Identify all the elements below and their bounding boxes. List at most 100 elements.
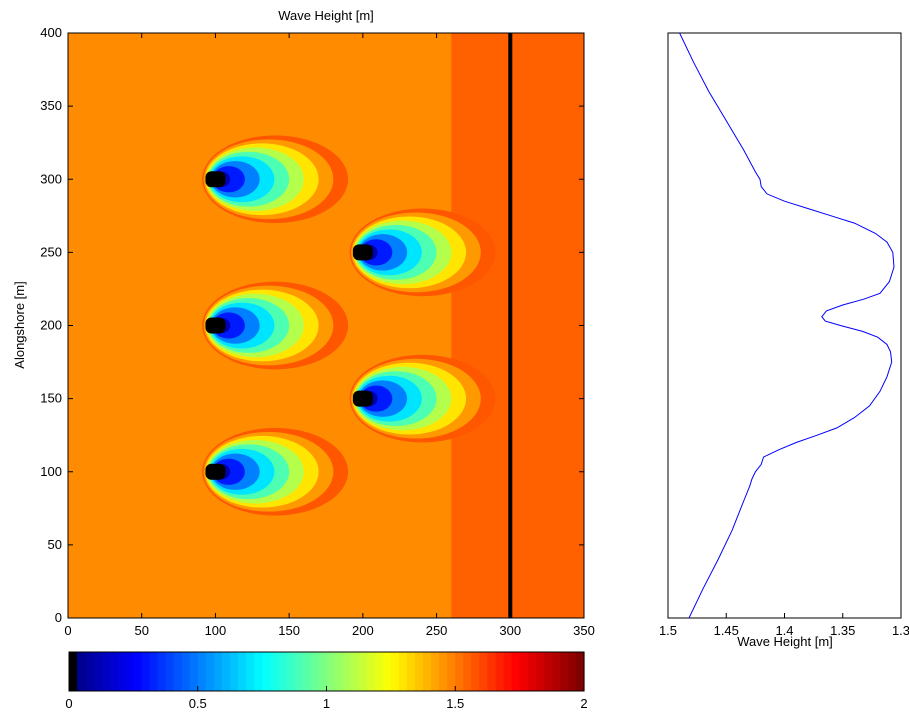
heatmap-chart: Wave Height [m] 0 50 100 150 200 250 300 350 0 5…: [12, 8, 595, 638]
colorbar-band: [302, 652, 312, 691]
colorbar-band: [213, 652, 223, 691]
colorbar-band: [463, 652, 472, 691]
colorbar-band: [342, 652, 352, 691]
colorbar-band: [109, 652, 118, 691]
colorbar-band: [334, 652, 344, 691]
colorbar-band: [374, 652, 384, 691]
colorbar-band: [503, 652, 513, 691]
wake-plume: [202, 281, 349, 370]
colorbar-band: [366, 652, 376, 691]
colorbar-band: [406, 652, 416, 691]
colorbar-tick-label: 1.5: [446, 696, 464, 711]
wake-plume: [349, 354, 496, 443]
x-tick-label: 300: [499, 623, 521, 638]
heatmap-y-ticks: 0 50 100 150 200 250 300 350 400: [40, 25, 584, 625]
heatmap-ylabel: Alongshore [m]: [12, 281, 27, 368]
colorbar-band: [69, 652, 78, 691]
colorbar-band: [350, 652, 360, 691]
colorbar-band: [551, 652, 561, 691]
colorbar-band: [125, 652, 134, 691]
y-tick-label: 150: [40, 391, 62, 406]
colorbar-band: [479, 652, 489, 691]
colorbar-band: [149, 652, 159, 691]
colorbar-band: [535, 652, 545, 691]
colorbar-ticks: 0 0.5 1 1.5 2: [65, 686, 588, 711]
y-tick-label: 350: [40, 98, 62, 113]
profile-x-tick-label: 1.3: [892, 623, 909, 638]
profile-xlabel: Wave Height [m]: [737, 634, 833, 649]
y-tick-label: 100: [40, 464, 62, 479]
colorbar-band: [318, 652, 328, 691]
colorbar-band: [262, 652, 271, 691]
x-tick-label: 50: [134, 623, 148, 638]
colorbar-band: [423, 652, 432, 691]
x-tick-label: 150: [278, 623, 300, 638]
colorbar-band: [511, 652, 521, 691]
y-tick-label: 50: [48, 537, 62, 552]
colorbar-band: [141, 652, 151, 691]
y-tick-label: 250: [40, 244, 62, 259]
y-tick-label: 0: [55, 610, 62, 625]
colorbar-band: [575, 652, 585, 691]
wave-field: [202, 33, 584, 618]
colorbar-band: [197, 652, 207, 691]
colorbar-band: [471, 652, 480, 691]
colorbar-band: [382, 652, 392, 691]
colorbar-band: [229, 652, 239, 691]
profile-x-tick-label: 1.35: [830, 623, 855, 638]
obstacle: [205, 171, 226, 188]
colorbar-band: [294, 652, 303, 691]
colorbar-band: [495, 652, 505, 691]
colorbar-band: [447, 652, 456, 691]
colorbar-band: [455, 652, 464, 691]
colorbar-band: [221, 652, 231, 691]
colorbar-band: [157, 652, 167, 691]
colorbar-band: [527, 652, 537, 691]
colorbar-band: [189, 652, 199, 691]
heatmap-x-ticks: 0 50 100 150 200 250 300 350: [64, 33, 595, 638]
colorbar-band: [133, 652, 143, 691]
colorbar-band: [487, 652, 497, 691]
colorbar-band: [173, 652, 183, 691]
colorbar-band: [567, 652, 577, 691]
obstacle: [205, 317, 226, 334]
colorbar-band: [310, 652, 320, 691]
colorbar: 0 0.5 1 1.5 2: [65, 651, 588, 711]
wake-plume: [202, 135, 349, 224]
colorbar-band: [93, 652, 102, 691]
colorbar-band: [77, 652, 86, 691]
colorbar-band: [543, 652, 553, 691]
y-tick-label: 300: [40, 171, 62, 186]
colorbar-band: [415, 652, 424, 691]
colorbar-bands: [69, 652, 585, 691]
x-tick-label: 350: [573, 623, 595, 638]
profile-series-line: [679, 33, 895, 618]
y-tick-label: 400: [40, 25, 62, 40]
colorbar-band: [85, 652, 94, 691]
colorbar-band: [270, 652, 279, 691]
colorbar-band: [278, 652, 287, 691]
obstacle: [352, 244, 373, 261]
colorbar-band: [326, 652, 336, 691]
profile-frame: [667, 32, 902, 619]
x-tick-label: 200: [352, 623, 374, 638]
profile-x-tick-label: 1.5: [659, 623, 677, 638]
colorbar-band: [237, 652, 247, 691]
colorbar-band: [286, 652, 295, 691]
colorbar-band: [519, 652, 529, 691]
colorbar-band: [431, 652, 440, 691]
colorbar-band: [398, 652, 408, 691]
colorbar-band: [165, 652, 175, 691]
obstacle: [352, 390, 373, 407]
y-tick-label: 200: [40, 318, 62, 333]
x-tick-label: 250: [426, 623, 448, 638]
wake-plume: [349, 208, 496, 297]
x-tick-label: 0: [64, 623, 71, 638]
profile-x-tick-label: 1.4: [775, 623, 793, 638]
colorbar-band: [390, 652, 400, 691]
colorbar-band: [181, 652, 191, 691]
colorbar-tick-label: 0.5: [189, 696, 207, 711]
heatmap-title: Wave Height [m]: [278, 8, 374, 23]
wake-plume: [202, 427, 349, 516]
